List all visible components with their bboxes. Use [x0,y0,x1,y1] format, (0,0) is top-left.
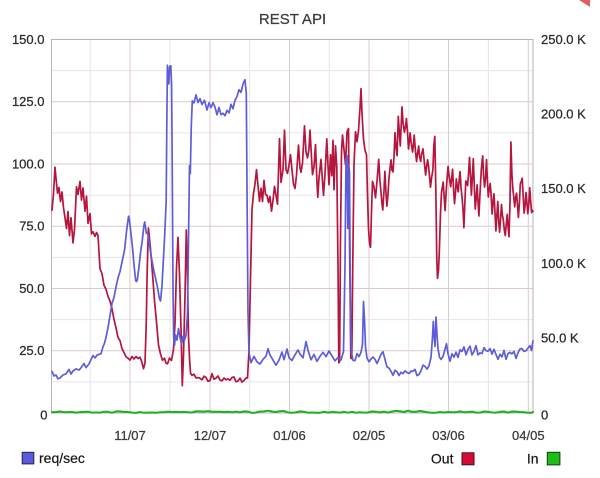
svg-text:75.0: 75.0 [19,219,44,234]
svg-text:02/05: 02/05 [353,428,386,443]
svg-text:25.0: 25.0 [19,343,44,358]
svg-text:150.0 K: 150.0 K [541,181,586,196]
svg-text:04/05: 04/05 [512,428,545,443]
svg-text:100.0 K: 100.0 K [541,256,586,271]
svg-text:0: 0 [541,408,548,423]
svg-text:50.0: 50.0 [19,281,44,296]
svg-text:100.0: 100.0 [12,156,45,171]
svg-text:50.0 K: 50.0 K [541,331,579,346]
svg-text:Out: Out [431,451,454,467]
svg-text:0: 0 [40,408,47,423]
svg-text:REST API: REST API [259,11,326,28]
svg-text:01/06: 01/06 [273,428,306,443]
svg-text:03/06: 03/06 [432,428,465,443]
svg-text:200.0 K: 200.0 K [541,107,586,122]
svg-text:150.0: 150.0 [12,32,45,47]
svg-text:250.0 K: 250.0 K [541,32,586,47]
svg-text:In: In [527,451,539,467]
svg-text:125.0: 125.0 [12,94,45,109]
svg-text:12/07: 12/07 [194,428,227,443]
svg-text:11/07: 11/07 [114,428,146,443]
svg-text:req/sec: req/sec [39,450,85,466]
